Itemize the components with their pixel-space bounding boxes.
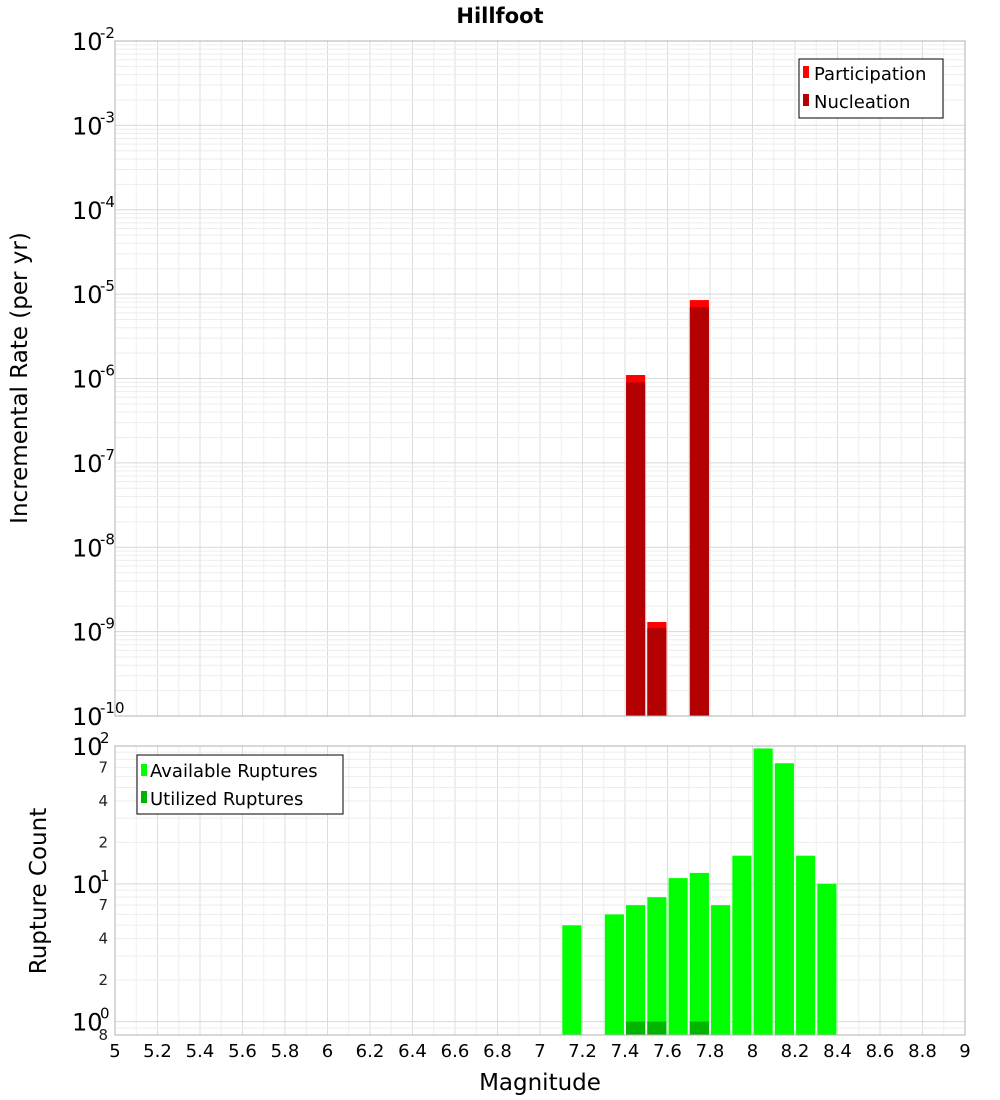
- x-tick-label: 6.4: [398, 1041, 427, 1062]
- x-tick-label: 8.4: [823, 1041, 852, 1062]
- top-nucleation-bar: [647, 628, 667, 716]
- top-y-tick-exponent: -3: [100, 108, 115, 126]
- top-y-tick-exponent: -5: [100, 277, 115, 295]
- x-tick-labels: 5 5.2 5.4 5.6 5.8 6 6.2 6.4 6.6 6.8 7 7.2 7.4 7.6 7.8 8…: [109, 1041, 970, 1062]
- x-tick-label: 6.6: [441, 1041, 470, 1062]
- bottom-y-minor-tick-label: 8: [98, 1026, 108, 1044]
- top-legend-box: [798, 58, 944, 119]
- bottom-y-minor-tick-label: 2: [98, 971, 108, 989]
- bottom-available-ruptures-bar: [753, 748, 773, 1035]
- bottom-y-minor-tick-label: 7: [98, 896, 108, 914]
- top-y-tick-base: 10: [72, 281, 103, 309]
- top-y-tick-exponent: -9: [100, 615, 115, 633]
- top-y-tick-labels: 10-210-310-410-510-610-710-810-910-10: [72, 24, 125, 731]
- x-tick-label: 6.8: [483, 1041, 512, 1062]
- top-y-tick-base: 10: [72, 197, 103, 225]
- x-tick-label: 8.6: [866, 1041, 895, 1062]
- bottom-utilized-ruptures-bar: [689, 1021, 709, 1035]
- top-y-tick-exponent: -6: [100, 362, 115, 380]
- bottom-available-ruptures-bar: [732, 855, 752, 1035]
- bottom-y-minor-tick-label: 2: [98, 833, 108, 851]
- bottom-available-ruptures-bar: [774, 763, 794, 1035]
- top-y-tick-base: 10: [72, 534, 103, 562]
- top-y-tick-base: 10: [72, 28, 103, 56]
- bottom-available-ruptures-bar: [562, 925, 582, 1035]
- top-y-tick-base: 10: [72, 450, 103, 478]
- top-nucleation-bar: [626, 382, 646, 716]
- x-tick-label: 5.4: [186, 1041, 215, 1062]
- participation-legend-label: Participation: [814, 64, 926, 85]
- x-tick-label: 7.8: [696, 1041, 725, 1062]
- bottom-available-ruptures-bar: [817, 883, 837, 1035]
- utilized-ruptures-legend-swatch: [141, 791, 147, 803]
- x-tick-label: 7.2: [568, 1041, 597, 1062]
- bottom-available-ruptures-bar: [626, 905, 646, 1035]
- x-tick-label: 5.8: [271, 1041, 300, 1062]
- top-nucleation-bar: [689, 307, 709, 716]
- bottom-available-ruptures-bar: [668, 878, 688, 1035]
- bottom-y-minor-tick-label: 7: [98, 758, 108, 776]
- x-tick-label: 8.8: [908, 1041, 937, 1062]
- top-y-tick-exponent: -10: [100, 699, 125, 717]
- chart-title: Hillfoot: [456, 4, 543, 28]
- bottom-plot-frame: [114, 745, 966, 1036]
- bottom-y-tick-base: 10: [72, 1009, 103, 1037]
- top-y-tick-base: 10: [72, 112, 103, 140]
- available-ruptures-legend-swatch: [141, 764, 147, 776]
- bottom-utilized-ruptures-bar: [647, 1021, 667, 1035]
- top-plot-frame: [114, 40, 966, 717]
- bottom-y-tick-exponent: 0: [100, 1005, 110, 1023]
- top-y-tick-base: 10: [72, 619, 103, 647]
- x-tick-label: 8: [747, 1041, 758, 1062]
- x-axis-label: Magnitude: [479, 1070, 601, 1096]
- bottom-y-axis-label: Rupture Count: [26, 808, 52, 974]
- bottom-bars: [562, 748, 837, 1035]
- x-tick-label: 6.2: [356, 1041, 385, 1062]
- utilized-ruptures-legend-label: Utilized Ruptures: [150, 789, 303, 810]
- bottom-available-ruptures-bar: [796, 855, 816, 1035]
- top-legend: Participation Nucleation: [798, 58, 944, 119]
- top-y-tick-base: 10: [72, 703, 103, 731]
- bottom-y-minor-tick-label: 4: [98, 792, 108, 810]
- bottom-y-tick-exponent: 2: [100, 729, 110, 747]
- top-y-tick-exponent: -2: [100, 24, 115, 42]
- top-bars: [626, 300, 709, 716]
- bottom-y-tick-base: 10: [72, 733, 103, 761]
- bottom-y-tick-base: 10: [72, 871, 103, 899]
- x-tick-label: 7.6: [653, 1041, 682, 1062]
- bottom-available-ruptures-bar: [604, 914, 624, 1035]
- bottom-legend: Available Ruptures Utilized Ruptures: [136, 754, 344, 815]
- x-tick-label: 5.6: [228, 1041, 257, 1062]
- x-tick-label: 8.2: [781, 1041, 810, 1062]
- bottom-available-ruptures-bar: [647, 897, 667, 1035]
- bottom-available-ruptures-bar: [689, 872, 709, 1035]
- x-tick-label: 6: [322, 1041, 333, 1062]
- nucleation-legend-swatch: [803, 94, 809, 106]
- x-tick-label: 5.2: [143, 1041, 172, 1062]
- top-y-tick-exponent: -7: [100, 446, 115, 464]
- x-tick-label: 7: [534, 1041, 545, 1062]
- top-y-tick-exponent: -4: [100, 193, 115, 211]
- bottom-y-tick-exponent: 1: [100, 867, 110, 885]
- x-tick-label: 5: [109, 1041, 120, 1062]
- bottom-utilized-ruptures-bar: [626, 1021, 646, 1035]
- top-y-tick-base: 10: [72, 366, 103, 394]
- participation-legend-swatch: [803, 66, 809, 78]
- x-tick-label: 7.4: [611, 1041, 640, 1062]
- top-gridlines: [114, 41, 966, 717]
- available-ruptures-legend-label: Available Ruptures: [150, 761, 318, 782]
- bottom-available-ruptures-bar: [711, 905, 731, 1035]
- bottom-y-minor-tick-label: 4: [98, 930, 108, 948]
- x-tick-label: 9: [959, 1041, 970, 1062]
- bottom-legend-box: [136, 754, 344, 815]
- top-y-tick-exponent: -8: [100, 530, 115, 548]
- nucleation-legend-label: Nucleation: [814, 92, 910, 113]
- top-y-axis-label: Incremental Rate (per yr): [7, 232, 33, 524]
